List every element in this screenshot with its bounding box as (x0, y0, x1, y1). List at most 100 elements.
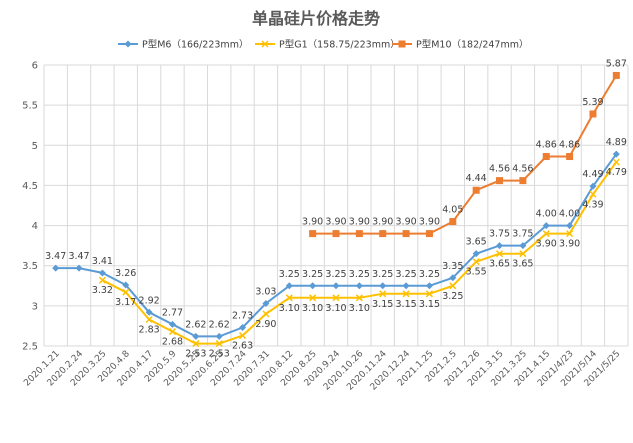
y-tick-label: 2.5 (22, 342, 38, 353)
data-point (589, 190, 597, 198)
data-point (402, 282, 410, 290)
data-point (589, 110, 597, 118)
legend-marker (398, 40, 406, 48)
data-label: 4.00 (559, 209, 580, 220)
data-point (612, 150, 620, 158)
data-point (519, 242, 527, 250)
data-label: 2.63 (232, 341, 253, 352)
data-label: 3.15 (396, 299, 417, 310)
data-point (425, 230, 433, 238)
data-label: 3.15 (372, 299, 393, 310)
data-point (566, 222, 574, 230)
data-label: 2.83 (139, 325, 160, 336)
data-label: 3.47 (68, 251, 89, 262)
data-point (496, 177, 504, 185)
data-label: 3.25 (349, 269, 370, 280)
y-tick-label: 3 (32, 301, 38, 312)
data-point (75, 264, 83, 272)
data-point (285, 294, 293, 302)
legend-label: P型G1（158.75/223mm） (279, 39, 400, 51)
data-point (98, 276, 106, 284)
data-label: 3.10 (349, 303, 370, 314)
data-point (355, 230, 363, 238)
data-label: 2.53 (209, 349, 230, 360)
data-label: 3.90 (349, 217, 370, 228)
data-label: 3.41 (92, 256, 113, 267)
data-point (192, 340, 200, 348)
data-point (192, 332, 200, 340)
data-label: 3.25 (325, 269, 346, 280)
data-point (122, 288, 130, 296)
data-point (332, 282, 340, 290)
legend-label: P型M6（166/223mm） (142, 39, 248, 51)
data-label: 3.90 (419, 217, 440, 228)
series-line (312, 74, 618, 235)
data-point (332, 294, 340, 302)
data-label: 3.25 (419, 269, 440, 280)
data-point (215, 332, 223, 340)
y-tick-label: 4.5 (22, 181, 38, 192)
data-label: 3.90 (372, 217, 393, 228)
data-point (309, 294, 317, 302)
data-point (262, 299, 270, 307)
data-point (262, 310, 270, 318)
data-label: 3.17 (115, 297, 136, 308)
data-point (589, 182, 597, 190)
data-point (215, 340, 223, 348)
y-axis: 2.5 3 3.5 4 4.5 5 5.5 6 (22, 61, 38, 353)
data-point (239, 324, 247, 332)
data-point (519, 177, 527, 185)
data-label: 3.15 (419, 299, 440, 310)
data-label: 3.65 (489, 259, 510, 270)
data-label: 3.90 (536, 239, 557, 250)
data-label: 3.10 (279, 303, 300, 314)
data-point (612, 158, 620, 166)
data-label: 3.25 (302, 269, 323, 280)
data-label: 3.25 (442, 291, 463, 302)
data-label: 4.86 (536, 140, 557, 151)
data-label: 3.65 (466, 237, 487, 248)
data-label: 4.79 (606, 167, 627, 178)
data-point (449, 274, 457, 282)
data-label: 4.86 (559, 140, 580, 151)
legend-label: P型M10（182/247mm） (416, 39, 529, 51)
data-label: 5.39 (582, 97, 603, 108)
data-label: 3.75 (512, 229, 533, 240)
data-point (332, 230, 340, 238)
data-point (472, 258, 480, 266)
data-point (239, 332, 247, 340)
data-point (496, 242, 504, 250)
data-label: 4.00 (536, 209, 557, 220)
data-point (612, 71, 620, 79)
data-label: 3.10 (325, 303, 346, 314)
data-label: 3.35 (442, 261, 463, 272)
data-point (566, 153, 574, 161)
data-point (425, 290, 433, 298)
data-point (355, 294, 363, 302)
data-label: 3.90 (559, 239, 580, 250)
data-label: 3.47 (45, 251, 66, 262)
data-label: 4.89 (606, 137, 627, 148)
data-label: 3.90 (302, 217, 323, 228)
data-point (98, 269, 106, 277)
data-label: 3.65 (512, 259, 533, 270)
data-label: 5.87 (606, 58, 627, 69)
data-label: 2.90 (255, 319, 276, 330)
data-point (145, 315, 153, 324)
data-label: 3.32 (92, 285, 113, 296)
series-group (52, 71, 620, 348)
data-label: 4.49 (582, 169, 603, 180)
data-point (379, 282, 387, 290)
data-label: 4.05 (442, 205, 463, 216)
data-point (542, 230, 550, 238)
data-point (495, 250, 504, 258)
data-label: 3.90 (396, 217, 417, 228)
data-point (542, 153, 550, 161)
data-label: 3.25 (396, 269, 417, 280)
data-label: 3.25 (279, 269, 300, 280)
data-label: 4.44 (466, 173, 487, 184)
data-label: 3.10 (302, 303, 323, 314)
